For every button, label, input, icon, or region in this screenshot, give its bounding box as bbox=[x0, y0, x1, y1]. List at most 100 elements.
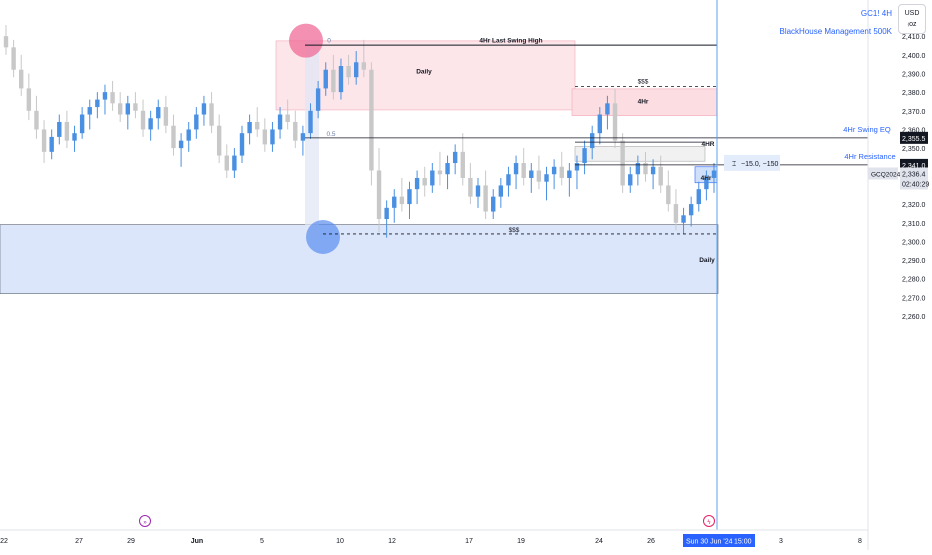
candle-body bbox=[612, 103, 618, 141]
candle-body bbox=[19, 69, 24, 89]
candle bbox=[491, 189, 496, 220]
time-tick-label: 3 bbox=[779, 538, 783, 545]
swing-high-label: 4Hr Last Swing High bbox=[479, 38, 542, 45]
candle bbox=[277, 107, 283, 139]
candle-body bbox=[369, 69, 374, 171]
candle-body bbox=[3, 36, 9, 48]
candle bbox=[34, 95, 39, 139]
candle-body bbox=[26, 88, 32, 111]
last-price-label: 2,336.4 bbox=[902, 171, 925, 178]
candle-body bbox=[422, 177, 427, 186]
candle bbox=[293, 110, 298, 149]
candle bbox=[255, 107, 260, 137]
candle bbox=[102, 84, 108, 115]
price-tick-label: 2,270.0 bbox=[902, 295, 925, 302]
candle bbox=[224, 144, 229, 178]
price-tick-label: 2,260.0 bbox=[902, 314, 925, 321]
candle bbox=[247, 114, 252, 145]
candle-body bbox=[536, 170, 542, 182]
candle bbox=[536, 155, 542, 190]
candle-body bbox=[407, 189, 412, 205]
candle bbox=[696, 181, 701, 212]
candle-body bbox=[567, 170, 572, 178]
candle-body bbox=[491, 196, 496, 212]
daily-supply-label: Daily bbox=[416, 68, 432, 75]
candle-body bbox=[171, 125, 176, 149]
candle-body bbox=[308, 110, 313, 134]
candle-body bbox=[475, 185, 481, 197]
candle bbox=[171, 114, 176, 156]
candle bbox=[589, 125, 595, 160]
candle bbox=[117, 92, 123, 122]
candle-body bbox=[544, 174, 549, 182]
zones-layer bbox=[0, 23, 719, 294]
time-tick-label: 27 bbox=[75, 538, 83, 545]
candle bbox=[95, 92, 100, 119]
sss-bottom-label: $$$ bbox=[509, 227, 520, 234]
candle-body bbox=[635, 163, 641, 175]
candle-body bbox=[529, 170, 534, 178]
time-tick-label: 19 bbox=[517, 538, 525, 545]
currency-unit-selector[interactable]: USD ₍oz bbox=[898, 4, 926, 34]
candle bbox=[300, 125, 306, 156]
candle bbox=[133, 92, 138, 119]
swing-high-marker bbox=[289, 23, 323, 58]
swing-eq-label: 4Hr Swing EQ bbox=[843, 125, 891, 134]
candle bbox=[3, 24, 9, 55]
event-icon bbox=[139, 515, 151, 527]
small-4hr-label: 4Hr bbox=[701, 175, 712, 182]
candle bbox=[437, 151, 443, 186]
candle-body bbox=[331, 69, 336, 93]
daily-demand-label: Daily bbox=[699, 257, 715, 264]
candle-body bbox=[392, 196, 397, 208]
candle bbox=[79, 107, 85, 139]
candle-body bbox=[376, 170, 382, 220]
candle bbox=[688, 196, 694, 227]
candle bbox=[216, 114, 222, 164]
candle-body bbox=[300, 133, 306, 141]
candle bbox=[125, 95, 131, 130]
candle bbox=[110, 80, 115, 111]
candle-body bbox=[247, 121, 252, 134]
candle bbox=[460, 133, 465, 186]
time-tick-label: 24 bbox=[595, 538, 603, 545]
candle bbox=[620, 133, 625, 193]
candle bbox=[64, 110, 70, 149]
price-tick-label: 2,290.0 bbox=[902, 258, 925, 265]
candle-body bbox=[125, 103, 131, 115]
candle-body bbox=[605, 103, 610, 115]
candle bbox=[650, 159, 656, 190]
fib-half-label: 0.5 bbox=[326, 131, 335, 138]
candle-body bbox=[293, 121, 298, 141]
candle-body bbox=[57, 121, 62, 137]
candle bbox=[346, 54, 351, 85]
candle bbox=[270, 121, 275, 152]
time-tick-label: 29 bbox=[127, 538, 135, 545]
candle bbox=[574, 155, 580, 190]
last-price-bg bbox=[900, 167, 928, 190]
candle bbox=[605, 95, 610, 130]
candle-body bbox=[597, 114, 603, 134]
candle bbox=[186, 121, 191, 152]
candle bbox=[582, 140, 587, 175]
price-tick-label: 2,360.0 bbox=[902, 127, 925, 134]
candle bbox=[513, 155, 519, 190]
candle-body bbox=[643, 163, 648, 175]
candle-body bbox=[34, 110, 39, 130]
candle-body bbox=[399, 196, 405, 205]
fib-zero-label: 0 bbox=[327, 38, 331, 45]
candle-body bbox=[483, 185, 488, 212]
candle-body bbox=[384, 207, 389, 220]
candle-body bbox=[49, 136, 54, 152]
candle-body bbox=[551, 166, 557, 175]
candle bbox=[430, 163, 435, 193]
candle-body bbox=[452, 151, 458, 164]
time-tick-label: Jun bbox=[191, 538, 203, 545]
candle bbox=[399, 177, 405, 212]
4hr-supply-zone bbox=[571, 88, 718, 116]
time-tick-label: 5 bbox=[260, 538, 264, 545]
resistance-label: 4Hr Resistance bbox=[844, 152, 895, 161]
candle bbox=[498, 177, 504, 208]
